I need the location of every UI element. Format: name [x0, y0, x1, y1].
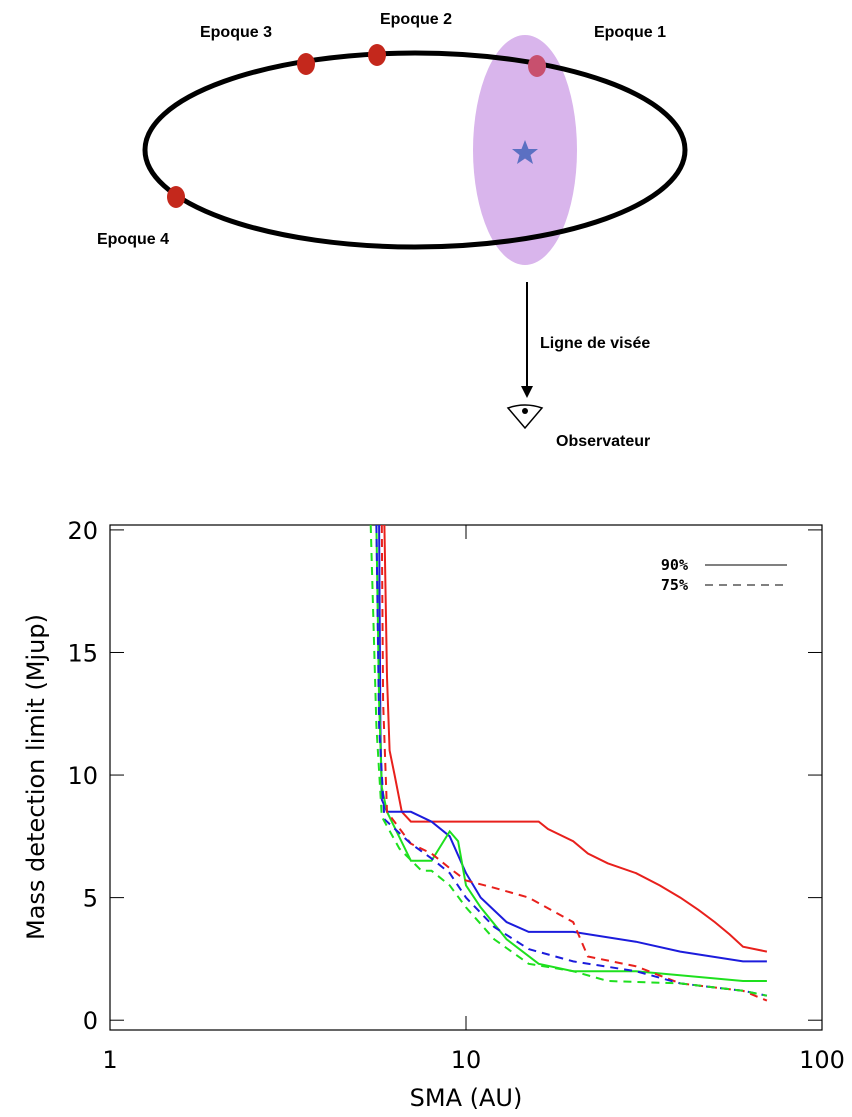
series-line	[383, 524, 768, 953]
series-line	[369, 524, 768, 997]
legend-label: 75%	[661, 576, 688, 594]
y-axis-title: Mass detection limit (Mjup)	[22, 614, 50, 940]
series-line	[378, 524, 767, 963]
series-line	[375, 524, 767, 982]
chart: SMA (AU) Mass detection limit (Mjup) 1 10…	[22, 517, 845, 1112]
planet	[167, 186, 185, 208]
label: Epoque 3	[200, 24, 272, 41]
y-tick-label: 10	[67, 762, 98, 790]
x-tick-label: 10	[451, 1046, 482, 1074]
y-tick-label: 5	[83, 885, 98, 913]
legend-label: 90%	[661, 556, 688, 574]
y-tick-label: 15	[67, 639, 98, 667]
x-tick-label: 1	[102, 1046, 117, 1074]
series-line	[375, 524, 768, 997]
orbit-diagram: Epoque 1 Epoque 2 Epoque 3 Epoque 4 Lign…	[97, 11, 688, 450]
pupil	[522, 408, 528, 414]
series-line	[380, 524, 768, 1002]
star	[512, 140, 538, 164]
x-tick-label: 100	[799, 1046, 845, 1074]
orbit	[142, 50, 688, 250]
label: Epoque 2	[380, 11, 452, 28]
eye	[506, 404, 544, 430]
planet	[368, 44, 386, 66]
arrow-head	[521, 386, 533, 398]
x-axis-title: SMA (AU)	[410, 1084, 523, 1112]
y-tick-label: 0	[83, 1007, 98, 1035]
label: Observateur	[556, 433, 650, 450]
y-tick-label: 20	[67, 517, 98, 545]
planet	[528, 55, 546, 77]
label: Epoque 1	[594, 24, 666, 41]
planet	[297, 53, 315, 75]
label: Epoque 4	[97, 231, 169, 248]
label: Ligne de visée	[540, 335, 650, 352]
plot-frame	[109, 524, 823, 1031]
